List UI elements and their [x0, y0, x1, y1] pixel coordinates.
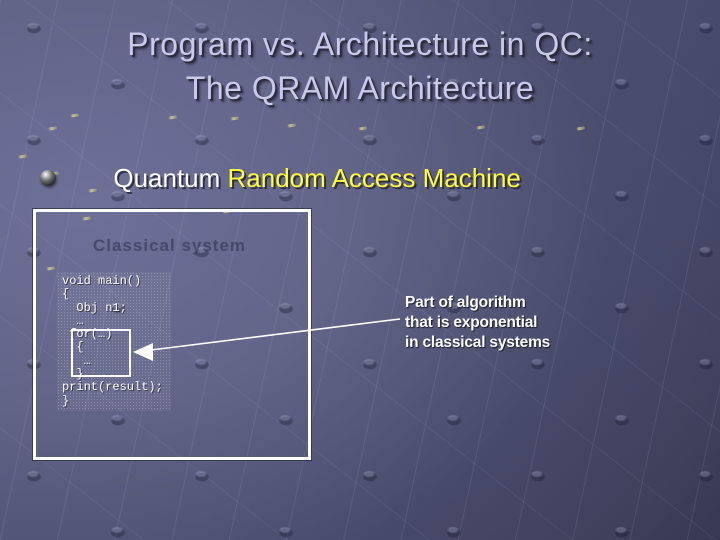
- code-line: …: [62, 353, 91, 368]
- classical-system-watermark: Classical system: [93, 236, 247, 255]
- code-block: void main() { Obj n1; … for(…) { … } pri…: [62, 274, 163, 408]
- code-line: {: [62, 340, 84, 355]
- code-line: void main(): [62, 274, 142, 288]
- code-line: print(result);: [62, 380, 163, 395]
- annotation-line-1: Part of algorithm: [405, 294, 526, 311]
- bullet-item: Quantum Random Access Machine: [40, 133, 521, 223]
- code-line: }: [62, 393, 70, 408]
- slide-title: Program vs. Architecture in QC: The QRAM…: [0, 22, 720, 110]
- annotation-line-2: that is exponential: [405, 314, 538, 331]
- for-loop-highlight-box: [71, 329, 131, 377]
- annotation-line-3: in classical systems: [405, 334, 551, 351]
- slide-title-line-1: Program vs. Architecture in QC:: [127, 26, 593, 62]
- slide-title-line-2: The QRAM Architecture: [185, 70, 535, 106]
- annotation-text: Part of algorithm that is exponential in…: [405, 293, 550, 353]
- code-line: }: [62, 367, 84, 382]
- bullet-sphere-icon: [40, 170, 56, 186]
- bullet-text-lead: Quantum: [113, 163, 228, 193]
- code-line: Obj n1;: [62, 300, 127, 315]
- bullet-text-highlight: Random Access Machine: [227, 163, 521, 193]
- code-line: {: [62, 287, 70, 302]
- code-line: …: [62, 313, 84, 328]
